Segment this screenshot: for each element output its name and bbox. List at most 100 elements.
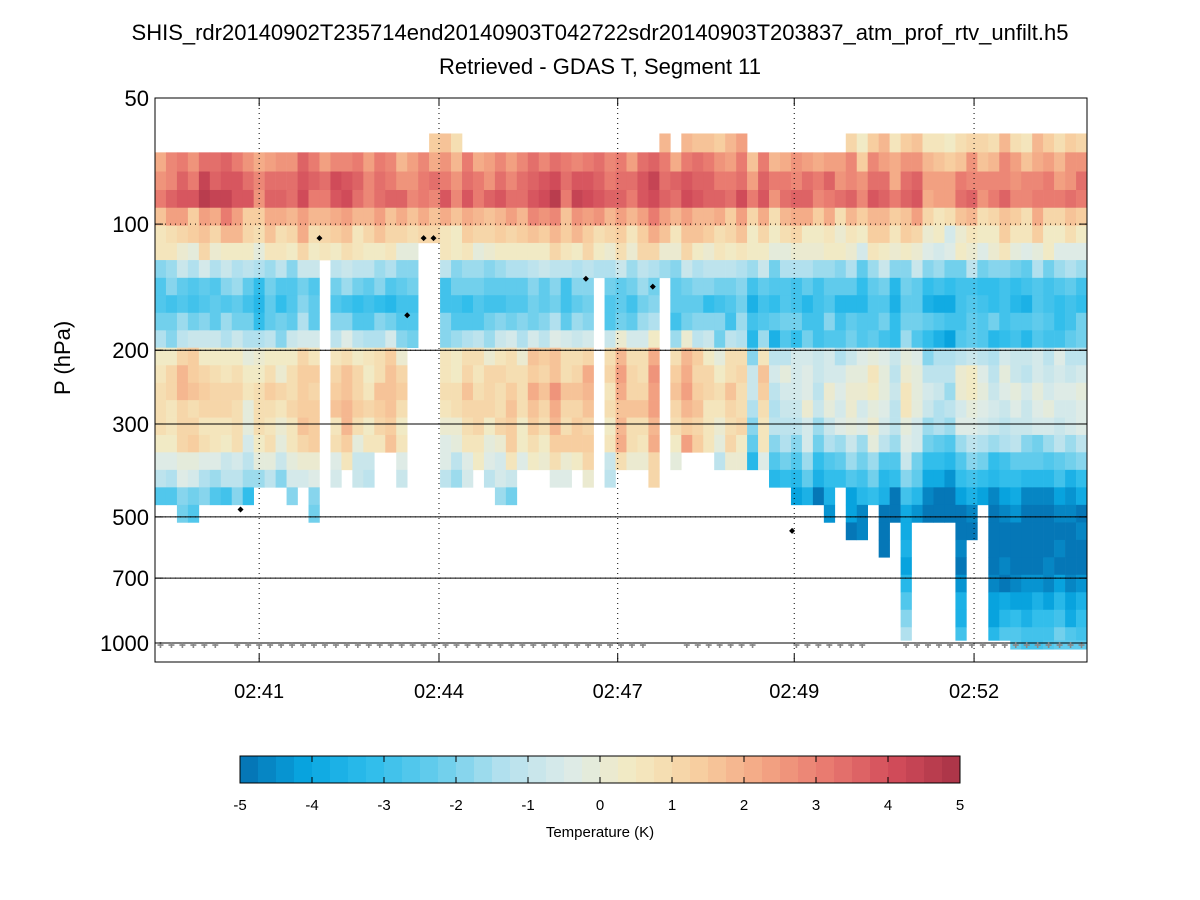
heatmap-cell bbox=[1032, 539, 1044, 558]
heatmap-cell bbox=[451, 434, 463, 453]
heatmap-cell bbox=[670, 295, 682, 314]
heatmap-cell bbox=[549, 365, 561, 384]
heatmap-cell bbox=[999, 434, 1011, 453]
markers bbox=[157, 235, 1085, 649]
heatmap-cell bbox=[494, 171, 507, 191]
heatmap-cell bbox=[1043, 487, 1055, 506]
heatmap-cell bbox=[812, 469, 825, 488]
heatmap-cell bbox=[341, 365, 353, 384]
heatmap-cell bbox=[955, 207, 967, 226]
heatmap-cell bbox=[626, 260, 638, 279]
heatmap-cell bbox=[231, 347, 244, 366]
heatmap-cell bbox=[275, 347, 287, 366]
heatmap-cell bbox=[352, 434, 364, 453]
heatmap-cell bbox=[878, 487, 890, 506]
heatmap-cell bbox=[604, 330, 616, 349]
heatmap-cell bbox=[516, 189, 529, 209]
heatmap-cell bbox=[1065, 242, 1077, 261]
heatmap-cell bbox=[538, 434, 551, 453]
heatmap-cell bbox=[758, 382, 770, 401]
heatmap-cell bbox=[790, 330, 803, 349]
heatmap-cell bbox=[385, 417, 397, 436]
heatmap-cell bbox=[790, 347, 803, 366]
heatmap-cell bbox=[604, 417, 616, 436]
heatmap-cell bbox=[209, 277, 222, 296]
heatmap-cell bbox=[472, 277, 485, 296]
heatmap-cell bbox=[264, 400, 276, 418]
heatmap-cell bbox=[1032, 609, 1044, 628]
heatmap-cell bbox=[593, 225, 605, 244]
heatmap-cell bbox=[878, 400, 890, 418]
black-marker bbox=[582, 275, 589, 282]
colorbar-tick-label: 1 bbox=[668, 797, 676, 814]
heatmap-cell bbox=[856, 452, 868, 471]
heatmap-cell bbox=[440, 242, 452, 261]
heatmap-cell bbox=[758, 189, 770, 209]
heatmap-cell bbox=[462, 152, 474, 172]
heatmap-cell bbox=[714, 189, 726, 209]
heatmap-cell bbox=[801, 365, 814, 384]
heatmap-cell bbox=[527, 171, 540, 191]
heatmap-cell bbox=[571, 382, 583, 401]
heatmap-cell bbox=[955, 133, 967, 153]
heatmap-cell bbox=[516, 312, 529, 331]
heatmap-cell bbox=[483, 225, 496, 244]
heatmap-cell bbox=[549, 434, 561, 453]
heatmap-cell bbox=[867, 260, 879, 279]
heatmap-cell bbox=[999, 609, 1011, 628]
heatmap-cell bbox=[451, 171, 463, 191]
heatmap-cell bbox=[527, 365, 540, 384]
heatmap-cell bbox=[308, 382, 320, 401]
heatmap-cell bbox=[220, 382, 233, 401]
heatmap-cell bbox=[593, 152, 605, 172]
heatmap-cell bbox=[407, 171, 419, 191]
heatmap-cell bbox=[626, 452, 638, 471]
heatmap-cell bbox=[856, 365, 868, 384]
heatmap-cell bbox=[878, 365, 890, 384]
heatmap-cell bbox=[1076, 382, 1088, 401]
heatmap-cell bbox=[966, 382, 978, 401]
heatmap-cell bbox=[714, 277, 726, 296]
heatmap-cell bbox=[538, 277, 551, 296]
heatmap-cell bbox=[966, 347, 978, 366]
heatmap-cell bbox=[297, 295, 309, 314]
heatmap-cell bbox=[1054, 469, 1066, 488]
heatmap-cell bbox=[889, 133, 901, 153]
heatmap-cell bbox=[966, 487, 978, 506]
heatmap-cell bbox=[582, 225, 594, 244]
heatmap-cell bbox=[275, 152, 287, 172]
heatmap-cell bbox=[955, 242, 967, 261]
heatmap-cell bbox=[538, 189, 551, 209]
heatmap-cell bbox=[440, 152, 452, 172]
heatmap-cell bbox=[209, 400, 222, 418]
heatmap-cell bbox=[494, 277, 507, 296]
heatmap-cell bbox=[604, 365, 616, 384]
heatmap-cell bbox=[604, 189, 616, 209]
surface-marker bbox=[343, 642, 350, 649]
heatmap-cell bbox=[823, 469, 836, 488]
heatmap-cell bbox=[505, 277, 518, 296]
heatmap-cell bbox=[1043, 365, 1055, 384]
heatmap-cell bbox=[758, 365, 770, 384]
heatmap-cell bbox=[604, 242, 616, 261]
heatmap-cell bbox=[955, 539, 967, 558]
heatmap-cell bbox=[823, 242, 836, 261]
heatmap-cell bbox=[1054, 504, 1066, 523]
heatmap-cell bbox=[604, 152, 616, 172]
heatmap-cell bbox=[1054, 207, 1066, 226]
heatmap-cell bbox=[637, 242, 649, 261]
heatmap-cell bbox=[440, 225, 452, 244]
heatmap-cell bbox=[440, 347, 452, 366]
heatmap-cell bbox=[911, 133, 923, 153]
colorbar-swatch bbox=[654, 756, 673, 783]
surface-marker bbox=[398, 642, 405, 649]
heatmap-cell bbox=[505, 347, 518, 366]
heatmap-cell bbox=[549, 242, 561, 261]
heatmap-cell bbox=[769, 207, 781, 226]
heatmap-cell bbox=[867, 242, 879, 261]
heatmap-cell bbox=[955, 330, 967, 349]
surface-marker bbox=[179, 642, 186, 649]
heatmap-cell bbox=[462, 469, 474, 488]
heatmap-cell bbox=[637, 400, 649, 418]
heatmap-cell bbox=[198, 417, 211, 436]
